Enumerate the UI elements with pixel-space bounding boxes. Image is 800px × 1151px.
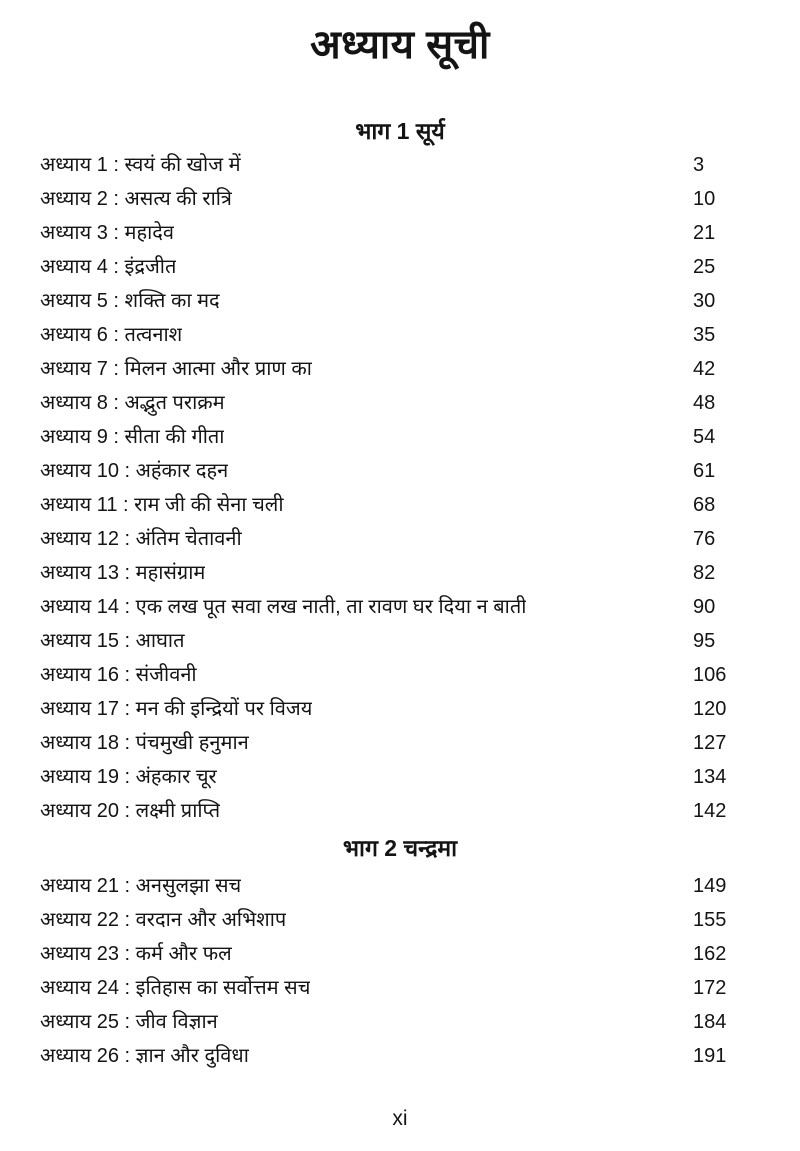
chapter-row: अध्याय 2 : असत्य की रात्रि 10: [40, 182, 760, 216]
chapter-row: अध्याय 25 : जीव विज्ञान 184: [40, 1005, 760, 1039]
chapter-label: अध्याय 20 : लक्ष्मी प्राप्ति: [40, 800, 221, 822]
chapter-page-number: 127: [693, 732, 727, 754]
chapter-row: अध्याय 12 : अंतिम चेतावनी 76: [40, 522, 760, 556]
chapter-label: अध्याय 4 : इंद्रजीत: [40, 256, 177, 278]
chapter-page-number: 10: [693, 188, 716, 210]
chapter-label: अध्याय 23 : कर्म और फल: [40, 943, 232, 965]
section-heading: भाग 1 सूर्य: [355, 118, 445, 144]
chapter-label: अध्याय 25 : जीव विज्ञान: [40, 1011, 218, 1033]
chapter-label: अध्याय 9 : सीता की गीता: [40, 426, 225, 448]
chapter-page-number: 21: [693, 222, 716, 244]
chapter-page-number: 25: [693, 256, 716, 278]
chapter-label: अध्याय 15 : आघात: [40, 630, 185, 652]
chapter-page-number: 106: [693, 664, 727, 686]
chapter-label: अध्याय 12 : अंतिम चेतावनी: [40, 528, 242, 550]
chapter-row: अध्याय 3 : महादेव 21: [40, 216, 760, 250]
chapter-page-number: 90: [693, 596, 716, 618]
chapter-page-number: 54: [693, 426, 716, 448]
chapter-label: अध्याय 24 : इतिहास का सर्वोत्तम सच: [40, 977, 311, 999]
chapter-row: अध्याय 6 : तत्वनाश 35: [40, 318, 760, 352]
chapter-label: अध्याय 14 : एक लख पूत सवा लख नाती, ता रा…: [40, 596, 527, 618]
chapter-row: अध्याय 24 : इतिहास का सर्वोत्तम सच 172: [40, 971, 760, 1005]
chapter-label: अध्याय 13 : महासंग्राम: [40, 562, 206, 584]
chapter-label: अध्याय 10 : अहंकार दहन: [40, 460, 229, 482]
chapter-page-number: 48: [693, 392, 716, 414]
chapter-page-number: 82: [693, 562, 716, 584]
chapter-row: अध्याय 22 : वरदान और अभिशाप 155: [40, 903, 760, 937]
chapter-page-number: 142: [693, 800, 727, 822]
chapter-page-number: 155: [693, 909, 727, 931]
chapter-label: अध्याय 19 : अंहकार चूर: [40, 766, 217, 788]
chapter-row: अध्याय 10 : अहंकार दहन 61: [40, 454, 760, 488]
footer-page-number: xi: [392, 1107, 408, 1130]
toc-section: भाग 2 चन्द्रमा अध्याय 21 : अनसुलझा सच 149 अ…: [40, 828, 760, 1073]
chapter-label: अध्याय 18 : पंचमुखी हनुमान: [40, 732, 249, 754]
chapter-label: अध्याय 11 : राम जी की सेना चली: [40, 494, 284, 516]
chapter-row: अध्याय 17 : मन की इन्द्रियों पर विजय 120: [40, 692, 760, 726]
chapter-page-number: 68: [693, 494, 716, 516]
chapter-label: अध्याय 1 : स्वयं की खोज में: [40, 154, 241, 176]
chapter-label: अध्याय 26 : ज्ञान और दुविधा: [40, 1045, 249, 1067]
chapter-page-number: 42: [693, 358, 716, 380]
chapter-row: अध्याय 7 : मिलन आत्मा और प्राण का 42: [40, 352, 760, 386]
chapter-page-number: 172: [693, 977, 727, 999]
chapter-label: अध्याय 22 : वरदान और अभिशाप: [40, 909, 287, 931]
chapter-page-number: 191: [693, 1045, 727, 1067]
chapter-label: अध्याय 2 : असत्य की रात्रि: [40, 188, 232, 210]
chapter-label: अध्याय 16 : संजीवनी: [40, 664, 197, 686]
chapter-page-number: 162: [693, 943, 727, 965]
chapter-label: अध्याय 7 : मिलन आत्मा और प्राण का: [40, 358, 312, 380]
toc-section: भाग 1 सूर्य अध्याय 1 : स्वयं की खोज में 3 अ…: [40, 114, 760, 828]
chapter-page-number: 30: [693, 290, 716, 312]
chapter-row: अध्याय 23 : कर्म और फल 162: [40, 937, 760, 971]
chapter-page-number: 134: [693, 766, 727, 788]
section-heading: भाग 2 चन्द्रमा: [342, 835, 458, 861]
chapter-row: अध्याय 9 : सीता की गीता 54: [40, 420, 760, 454]
chapter-row: अध्याय 20 : लक्ष्मी प्राप्ति 142: [40, 794, 760, 828]
chapter-label: अध्याय 8 : अद्भुत पराक्रम: [40, 392, 225, 414]
chapter-label: अध्याय 3 : महादेव: [40, 222, 175, 244]
chapter-label: अध्याय 6 : तत्वनाश: [40, 324, 183, 346]
chapter-label: अध्याय 17 : मन की इन्द्रियों पर विजय: [40, 698, 313, 720]
chapter-row: अध्याय 4 : इंद्रजीत 25: [40, 250, 760, 284]
chapter-row: अध्याय 21 : अनसुलझा सच 149: [40, 869, 760, 903]
chapter-row: अध्याय 26 : ज्ञान और दुविधा 191: [40, 1039, 760, 1073]
chapter-row: अध्याय 18 : पंचमुखी हनुमान 127: [40, 726, 760, 760]
toc-sections: भाग 1 सूर्य अध्याय 1 : स्वयं की खोज में 3 अ…: [40, 114, 760, 1073]
chapter-row: अध्याय 8 : अद्भुत पराक्रम 48: [40, 386, 760, 420]
chapter-row: अध्याय 11 : राम जी की सेना चली 68: [40, 488, 760, 522]
chapter-row: अध्याय 1 : स्वयं की खोज में 3: [40, 148, 760, 182]
chapter-label: अध्याय 5 : शक्ति का मद: [40, 290, 220, 312]
chapter-row: अध्याय 16 : संजीवनी 106: [40, 658, 760, 692]
chapter-row: अध्याय 14 : एक लख पूत सवा लख नाती, ता रा…: [40, 590, 760, 624]
chapter-page-number: 120: [693, 698, 727, 720]
chapter-page-number: 149: [693, 875, 727, 897]
chapter-page-number: 3: [693, 154, 705, 176]
chapter-page-number: 76: [693, 528, 716, 550]
chapter-page-number: 184: [693, 1011, 727, 1033]
chapter-row: अध्याय 13 : महासंग्राम 82: [40, 556, 760, 590]
chapter-row: अध्याय 19 : अंहकार चूर 134: [40, 760, 760, 794]
chapter-page-number: 61: [693, 460, 716, 482]
page-title: अध्याय सूची: [310, 23, 490, 67]
chapter-page-number: 35: [693, 324, 716, 346]
chapter-label: अध्याय 21 : अनसुलझा सच: [40, 875, 242, 897]
chapter-page-number: 95: [693, 630, 716, 652]
chapter-row: अध्याय 15 : आघात 95: [40, 624, 760, 658]
chapter-row: अध्याय 5 : शक्ति का मद 30: [40, 284, 760, 318]
